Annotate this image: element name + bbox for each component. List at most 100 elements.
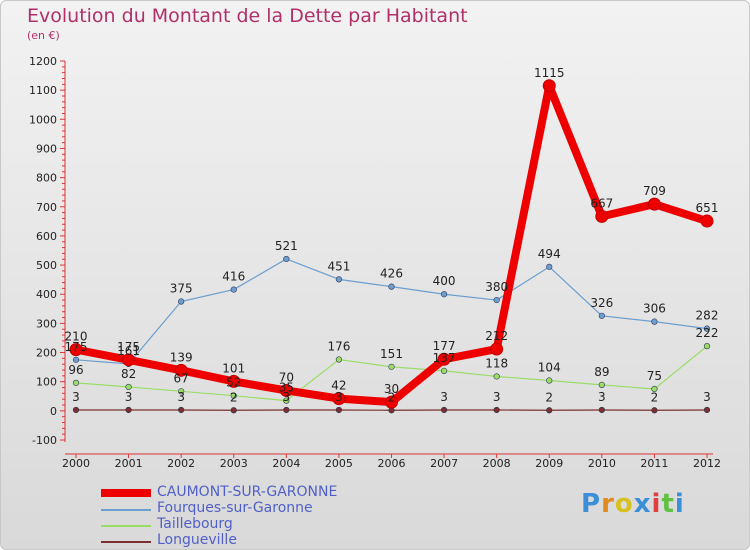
data-label: 667: [590, 196, 613, 210]
data-label: 177: [433, 339, 456, 353]
legend-swatch: [101, 525, 151, 527]
y-tick-label: 100: [36, 376, 57, 389]
data-point: [703, 325, 711, 332]
x-tick-label: 2006: [378, 457, 406, 470]
y-tick-label: 1100: [29, 84, 57, 97]
data-point: [440, 367, 448, 375]
data-point: [125, 406, 132, 414]
data-point: [490, 342, 504, 356]
data-label: 175: [117, 340, 140, 354]
data-label: 2: [230, 390, 238, 404]
brand-letter: P: [581, 489, 602, 519]
data-label: 89: [594, 365, 609, 379]
data-label: 400: [433, 274, 456, 288]
data-label: 3: [703, 390, 711, 404]
data-point: [230, 286, 237, 293]
data-label: 70: [279, 370, 294, 384]
y-tick-label: 400: [36, 288, 57, 301]
data-point: [178, 298, 185, 305]
data-label: 416: [222, 270, 245, 284]
data-point: [703, 406, 711, 414]
data-point: [440, 291, 448, 298]
data-point: [542, 79, 556, 93]
y-tick-label: 200: [36, 347, 57, 360]
y-tick-label: -100: [32, 434, 57, 447]
data-point: [493, 406, 500, 414]
data-point: [546, 377, 553, 384]
x-tick-label: 2009: [535, 457, 563, 470]
data-label: 118: [485, 356, 508, 370]
data-label: 139: [170, 350, 193, 364]
data-label: 426: [380, 267, 403, 281]
y-tick-label: 500: [36, 259, 57, 272]
data-point: [230, 407, 237, 414]
data-point: [440, 406, 448, 414]
x-tick-label: 2008: [483, 457, 511, 470]
y-tick-label: 1000: [29, 113, 57, 126]
x-tick-label: 2011: [640, 457, 668, 470]
brand-letter: r: [601, 489, 615, 519]
data-label: 3: [598, 390, 606, 404]
data-point: [595, 209, 609, 223]
data-label: 3: [440, 390, 448, 404]
brand-letter: t: [661, 489, 675, 519]
data-label: 326: [590, 296, 613, 310]
data-point: [122, 353, 136, 367]
x-tick-label: 2002: [167, 457, 195, 470]
data-point: [283, 255, 290, 263]
data-point: [283, 397, 290, 404]
data-point: [332, 392, 346, 406]
data-point: [598, 381, 605, 388]
data-point: [385, 395, 398, 409]
data-label: 651: [696, 201, 719, 215]
data-label: 104: [538, 361, 561, 375]
brand-letter: x: [633, 489, 652, 519]
data-label: 2: [545, 390, 553, 404]
data-point: [72, 356, 80, 363]
data-label: 42: [331, 379, 346, 393]
legend-swatch: [101, 489, 151, 497]
x-tick-label: 2003: [220, 457, 248, 470]
data-label: 161: [117, 344, 140, 358]
data-label: 96: [68, 363, 83, 377]
y-tick-label: 900: [36, 142, 57, 155]
data-point: [651, 407, 658, 414]
data-point: [647, 197, 661, 211]
data-label: 222: [696, 326, 719, 340]
x-tick-label: 2010: [588, 457, 616, 470]
data-point: [703, 343, 711, 350]
data-point: [598, 312, 605, 319]
data-label: 3: [493, 390, 501, 404]
data-label: 35: [279, 381, 294, 395]
brand-letter: o: [614, 489, 634, 519]
data-label: 3: [335, 390, 343, 404]
data-label: 1115: [534, 66, 565, 80]
x-tick-label: 2004: [272, 457, 300, 470]
data-point: [279, 383, 293, 397]
data-point: [388, 363, 395, 370]
data-point: [69, 343, 83, 357]
legend-swatch: [101, 509, 151, 511]
data-label: 3: [177, 390, 185, 404]
data-label: 306: [643, 302, 666, 316]
data-point: [174, 363, 188, 377]
data-point: [72, 406, 80, 414]
legend-label: CAUMONT-SUR-GARONNE: [157, 484, 338, 500]
data-label: 67: [174, 371, 189, 385]
brand-letter: i: [651, 489, 662, 519]
data-point: [230, 392, 237, 399]
data-label: 137: [433, 351, 456, 365]
data-point: [178, 388, 185, 395]
data-point: [598, 406, 605, 414]
data-point: [335, 276, 343, 283]
data-label: 375: [170, 282, 193, 296]
data-label: 52: [226, 376, 241, 390]
legend-label: Taillebourg: [157, 516, 233, 532]
data-point: [493, 373, 500, 380]
x-tick-label: 2012: [693, 457, 721, 470]
data-point: [437, 352, 451, 366]
data-label: 210: [65, 330, 88, 344]
y-tick-label: 0: [50, 405, 57, 418]
data-label: 2: [651, 390, 659, 404]
